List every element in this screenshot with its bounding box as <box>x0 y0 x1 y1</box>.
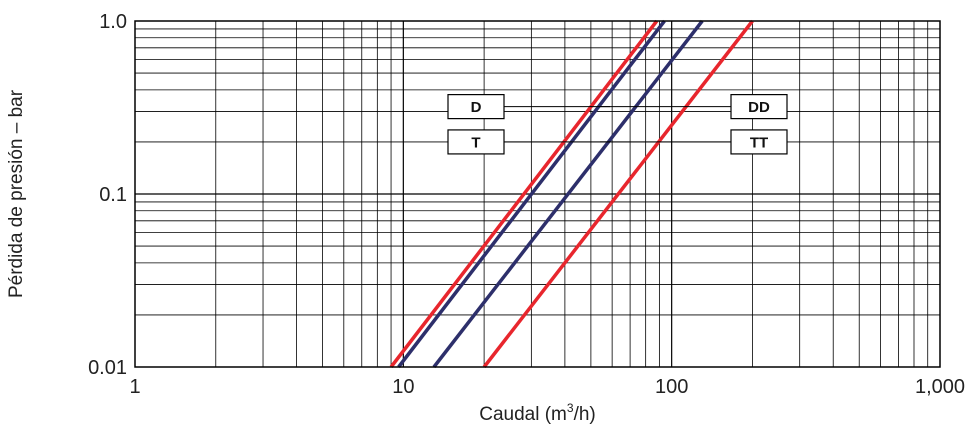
x-tick-label: 100 <box>655 376 688 398</box>
tag-tt: TT <box>600 129 788 155</box>
series-lines <box>389 19 754 369</box>
x-tick-label: 1 <box>129 376 140 398</box>
y-tick-labels: 0.01 0.1 1.0 <box>88 11 127 379</box>
y-tick-label: 0.1 <box>99 184 127 206</box>
y-tick-label: 0.01 <box>88 357 127 379</box>
grid <box>135 21 940 367</box>
series-line-d <box>397 19 666 369</box>
x-tick-label: 1,000 <box>915 376 965 398</box>
tag-box <box>730 129 788 155</box>
plot-frame <box>134 20 941 368</box>
tag-box <box>447 129 505 155</box>
x-tick-label: 10 <box>392 376 414 398</box>
x-axis-label: Caudal (m3/h) <box>479 401 596 425</box>
tag-d: D <box>447 94 610 120</box>
series-tags: D T DD TT <box>447 94 788 155</box>
tag-box <box>447 94 505 120</box>
series-line-tt <box>482 19 754 369</box>
series-line-t <box>389 19 659 369</box>
tag-box <box>730 94 788 120</box>
tag-t: T <box>447 129 610 155</box>
y-tick-label: 1.0 <box>99 11 127 33</box>
y-axis-label: Pérdida de presión – bar <box>6 89 27 298</box>
tag-label: DD <box>748 99 770 116</box>
x-tick-labels: 1 10 100 1,000 <box>129 376 965 398</box>
tag-label: TT <box>750 134 768 151</box>
tag-label: D <box>471 99 482 116</box>
tag-label: T <box>471 134 480 151</box>
series-line-dd <box>432 19 704 369</box>
tag-dd: DD <box>600 94 788 120</box>
